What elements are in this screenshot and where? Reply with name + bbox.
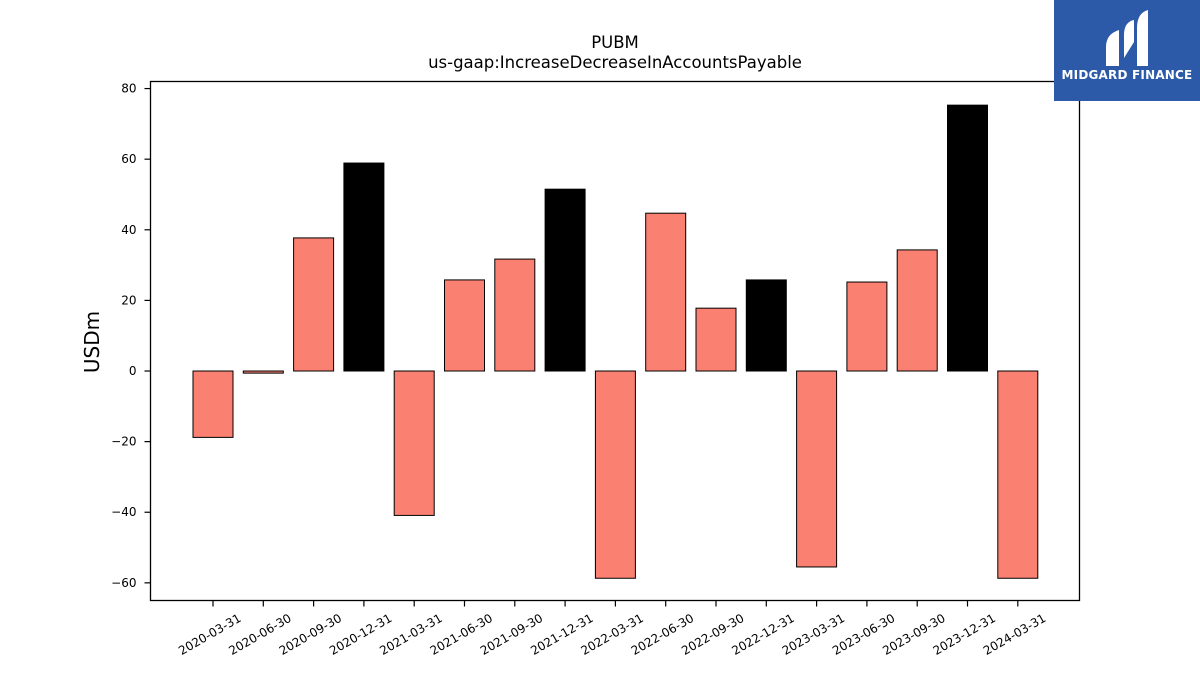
chart-title: PUBM (591, 33, 639, 52)
y-axis-ticks: 80 60 40 20 0 −20 −40 −60 (111, 82, 151, 590)
bar-2023-12-31 (947, 104, 988, 372)
bar-2022-09-30 (695, 307, 737, 372)
logo-mark-icon (1106, 10, 1148, 66)
bar-2024-03-31 (997, 370, 1039, 579)
bar-2020-03-31 (192, 370, 234, 438)
y-tick-label: 20 (121, 293, 136, 307)
y-tick-label: 40 (121, 223, 136, 237)
bar-2022-03-31 (594, 370, 636, 579)
y-axis-label: USDm (80, 311, 104, 373)
y-tick-label: −40 (111, 505, 136, 519)
bars-group (192, 104, 1039, 579)
y-tick-label: 80 (121, 82, 136, 96)
y-tick-label: 0 (129, 364, 137, 378)
bar-2022-06-30 (645, 212, 687, 372)
plot-frame (149, 80, 1081, 602)
bar-2020-12-31 (343, 162, 385, 372)
bar-2023-09-30 (896, 249, 938, 372)
bar-2021-09-30 (494, 258, 536, 372)
x-axis-ticks: 2020-03-312020-06-302020-09-302020-12-31… (176, 600, 1048, 658)
chart-subtitle: us-gaap:IncreaseDecreaseInAccountsPayabl… (428, 53, 802, 72)
brand-logo: MIDGARD FINANCE (1054, 0, 1200, 101)
bar-2022-12-31 (745, 279, 787, 372)
bar-2021-06-30 (444, 279, 485, 372)
bar-2021-03-31 (393, 370, 435, 516)
bar-2020-06-30 (242, 370, 284, 374)
y-tick-label: −60 (111, 576, 136, 590)
y-tick-label: 60 (121, 152, 136, 166)
bar-2023-03-31 (796, 370, 838, 568)
brand-name: MIDGARD FINANCE (1061, 68, 1193, 82)
bar-2020-09-30 (293, 237, 335, 372)
bar-2021-12-31 (544, 188, 586, 372)
bar-2023-06-30 (846, 281, 888, 372)
y-tick-label: −20 (111, 435, 136, 449)
